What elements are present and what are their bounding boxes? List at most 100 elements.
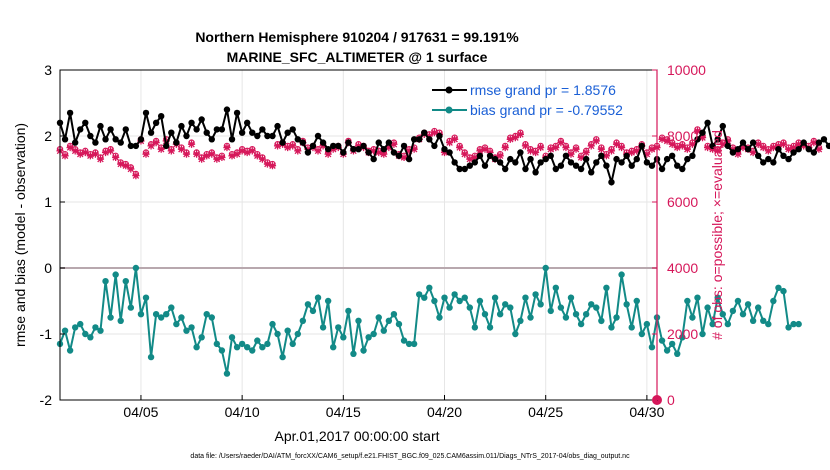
bias-point xyxy=(557,304,565,311)
rmse-point xyxy=(152,119,160,127)
obs-evaluated-marker xyxy=(678,142,686,150)
rmse-point xyxy=(805,146,812,153)
obs-evaluated-marker xyxy=(668,140,676,148)
bias-point xyxy=(476,297,484,305)
obs-evaluated-marker xyxy=(385,143,393,152)
obs-evaluated-marker xyxy=(663,137,671,145)
obs-evaluated-marker xyxy=(117,160,125,168)
rmse-point xyxy=(633,155,640,163)
rmse-point xyxy=(714,136,721,143)
obs-evaluated-marker xyxy=(66,143,74,152)
obs-evaluated-marker xyxy=(815,145,823,153)
bias-point xyxy=(178,314,185,321)
bias-point xyxy=(436,314,443,321)
bias-point xyxy=(744,301,752,308)
bias-point xyxy=(633,297,640,305)
rmse-point xyxy=(588,169,595,176)
rmse-point xyxy=(410,136,418,143)
rmse-point xyxy=(203,129,210,136)
bias-point xyxy=(770,297,777,305)
obs-evaluated-marker xyxy=(557,139,565,147)
y-left-tick-label: 0 xyxy=(44,260,52,276)
rmse-point xyxy=(456,165,463,173)
bias-point xyxy=(719,311,726,318)
rmse-point xyxy=(557,162,565,169)
rmse-point xyxy=(668,152,676,159)
obs-evaluated-marker xyxy=(101,148,110,157)
rmse-point xyxy=(405,155,413,163)
rmse-point xyxy=(223,106,231,113)
rmse-point xyxy=(582,155,590,163)
rmse-point xyxy=(496,159,504,166)
bias-point xyxy=(264,340,271,348)
obs-evaluated-marker xyxy=(400,153,408,162)
obs-evaluated-marker xyxy=(764,147,772,155)
rmse-point xyxy=(319,139,327,146)
obs-evaluated-marker xyxy=(658,135,666,143)
rmse-point xyxy=(340,149,347,156)
obs-evaluated-marker xyxy=(774,142,783,150)
rmse-point xyxy=(345,139,352,146)
bias-point xyxy=(208,314,215,321)
bias-point xyxy=(684,297,691,305)
obs-evaluated-marker xyxy=(709,145,717,153)
rmse-point xyxy=(628,162,635,169)
rmse-point xyxy=(61,136,69,143)
obs-evaluated-marker xyxy=(238,147,246,155)
rmse-point xyxy=(102,136,109,143)
obs-evaluated-marker xyxy=(526,147,535,155)
bias-point xyxy=(284,327,291,334)
rmse-point xyxy=(107,126,114,133)
rmse-point xyxy=(593,159,600,166)
rmse-point xyxy=(218,126,226,133)
rmse-point xyxy=(820,136,828,143)
bias-point xyxy=(775,284,782,291)
bias-point xyxy=(299,317,307,324)
obs-evaluated-marker xyxy=(602,152,611,160)
rmse-point xyxy=(228,136,236,143)
rmse-point xyxy=(517,149,524,156)
rmse-point xyxy=(547,152,554,159)
bias-point xyxy=(491,294,499,301)
bias-point xyxy=(193,344,200,351)
rmse-point xyxy=(87,132,94,140)
bias-point xyxy=(456,297,463,305)
rmse-point xyxy=(765,155,772,163)
rmse-point xyxy=(567,159,575,166)
obs-evaluated-marker xyxy=(127,165,135,173)
bias-point xyxy=(471,324,479,331)
obs-evaluated-marker xyxy=(177,145,186,153)
rmse-point xyxy=(304,149,312,156)
rmse-point xyxy=(663,155,671,163)
obs-evaluated-marker xyxy=(810,139,818,147)
rmse-point xyxy=(299,139,307,146)
obs-evaluated-marker xyxy=(719,140,727,148)
rmse-point xyxy=(527,155,534,163)
bias-point xyxy=(375,314,382,321)
x-tick-label: 04/25 xyxy=(528,404,563,420)
bias-point xyxy=(395,320,403,328)
obs-evaluated-marker xyxy=(354,142,363,150)
bias-point xyxy=(142,294,150,301)
obs-evaluated-marker xyxy=(233,150,241,158)
bias-point xyxy=(188,324,195,331)
rmse-point xyxy=(441,146,448,153)
bias-point xyxy=(608,324,615,331)
obs-evaluated-marker xyxy=(800,142,808,150)
chart-title: Northern Hemisphere 910204 / 917631 = 99… xyxy=(195,29,519,45)
bias-point xyxy=(765,320,772,328)
rmse-point xyxy=(780,152,787,159)
rmse-point xyxy=(471,159,479,166)
rmse-point xyxy=(618,159,625,166)
rmse-point xyxy=(243,119,251,127)
bias-point xyxy=(739,311,747,318)
obs-evaluated-marker xyxy=(430,129,438,137)
bias-point xyxy=(451,291,458,298)
rmse-point xyxy=(754,152,762,159)
rmse-point xyxy=(684,155,691,163)
rmse-point xyxy=(188,119,195,127)
bias-point xyxy=(714,294,721,301)
y-right-tick-label: 4000 xyxy=(667,260,698,276)
rmse-point xyxy=(689,152,696,159)
rmse-point xyxy=(157,113,165,120)
